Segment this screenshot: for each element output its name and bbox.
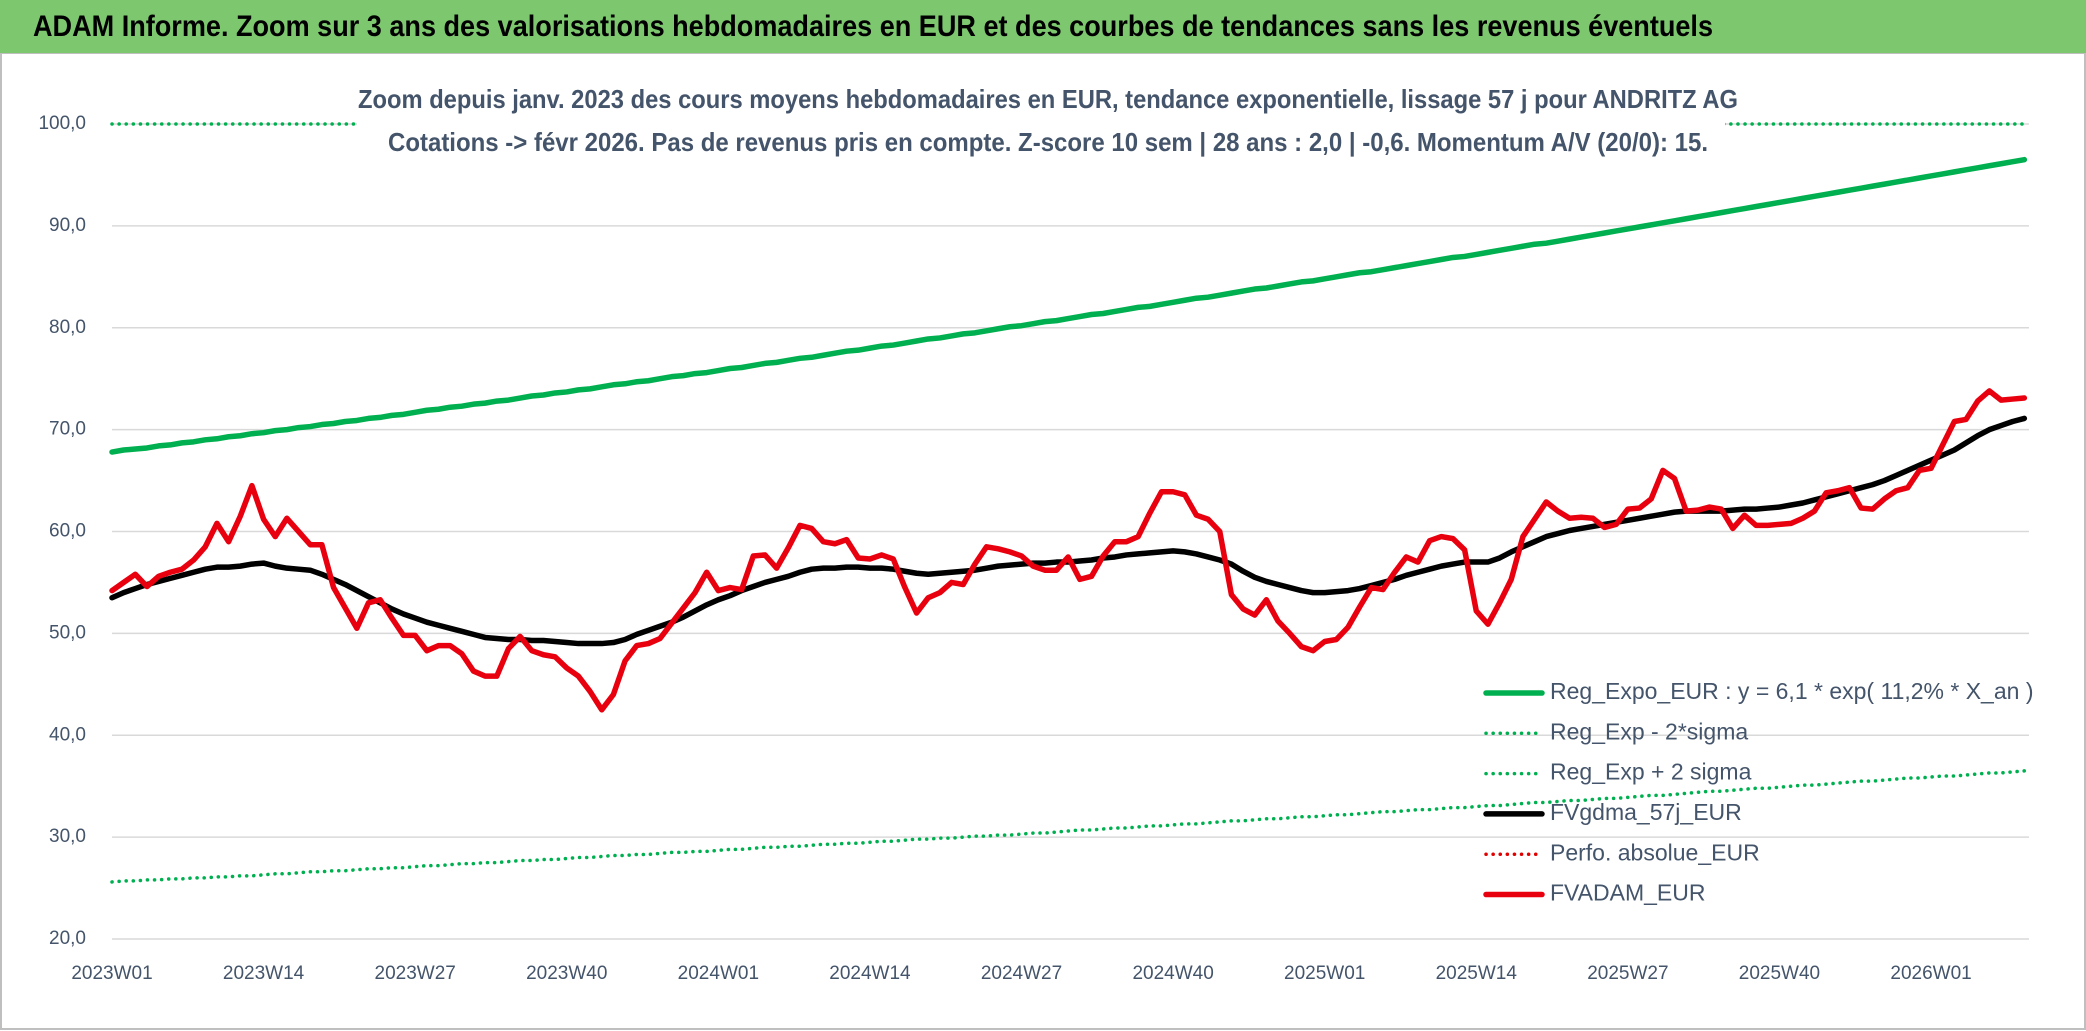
header-bar (0, 0, 2086, 53)
legend-label: FVgdma_57j_EUR (1550, 799, 1742, 825)
legend-label: FVADAM_EUR (1550, 880, 1706, 906)
y-tick-label: 50,0 (49, 622, 86, 643)
y-tick-label: 40,0 (49, 724, 86, 745)
x-tick-label: 2025W27 (1587, 963, 1668, 984)
x-tick-label: 2025W40 (1739, 963, 1820, 984)
y-tick-label: 80,0 (49, 317, 86, 338)
x-tick-label: 2024W40 (1132, 963, 1213, 984)
title-box (357, 80, 1725, 166)
x-tick-label: 2024W01 (678, 963, 759, 984)
legend-label: Reg_Exp + 2 sigma (1550, 759, 1752, 785)
legend: Reg_Expo_EUR : y = 6,1 * exp( 11,2% * X_… (1483, 678, 2033, 906)
legend-label: Reg_Exp - 2*sigma (1550, 718, 1748, 744)
x-tick-label: 2024W27 (981, 963, 1062, 984)
chart-subtitle: Cotations -> févr 2026. Pas de revenus p… (388, 127, 1708, 157)
x-tick-label: 2024W14 (829, 963, 911, 984)
y-tick-label: 70,0 (49, 419, 86, 440)
chart-title: Zoom depuis janv. 2023 des cours moyens … (358, 84, 1738, 114)
x-tick-label: 2023W01 (71, 963, 152, 984)
series-line (109, 156, 2028, 455)
y-tick-label: 90,0 (49, 215, 86, 236)
series-line (110, 769, 2027, 884)
y-tick-label: 20,0 (49, 928, 86, 949)
x-tick-label: 2023W40 (526, 963, 607, 984)
legend-label: Perfo. absolue_EUR (1550, 839, 1760, 865)
x-tick-label: 2023W27 (375, 963, 456, 984)
legend-label: Reg_Expo_EUR : y = 6,1 * exp( 11,2% * X_… (1550, 678, 2033, 704)
header-title: ADAM Informe. Zoom sur 3 ans des valoris… (33, 10, 1713, 43)
x-tick-label: 2025W01 (1284, 963, 1365, 984)
series-line (109, 388, 2028, 713)
y-tick-label: 100,0 (38, 113, 86, 134)
y-tick-label: 60,0 (49, 521, 86, 542)
x-tick-label: 2025W14 (1436, 963, 1518, 984)
x-tick-label: 2026W01 (1890, 963, 1971, 984)
x-tick-label: 2023W14 (223, 963, 305, 984)
y-tick-label: 30,0 (49, 826, 86, 847)
